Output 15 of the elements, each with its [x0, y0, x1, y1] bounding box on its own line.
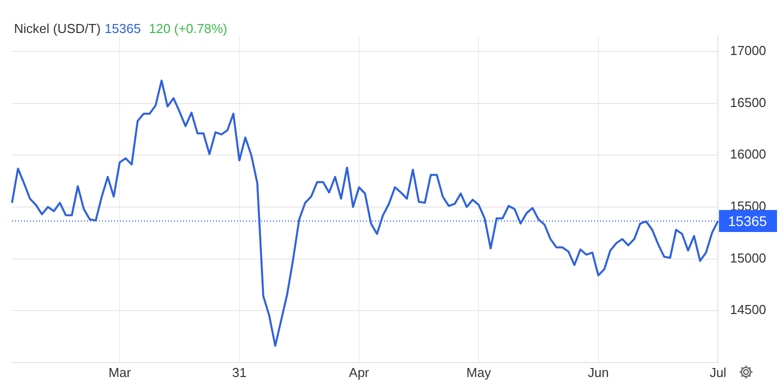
text: 15365: [104, 21, 141, 36]
y-tick-label: 16500: [730, 94, 766, 110]
x-tick-label: Jul: [710, 364, 726, 380]
y-tick-label: 17000: [730, 43, 766, 58]
x-tick-label: May: [466, 364, 492, 380]
x-tick-label: Jun: [588, 364, 609, 380]
x-tick-label: Apr: [348, 364, 370, 380]
ref-line-label: 15365: [728, 212, 768, 229]
y-tick-label: 15000: [730, 250, 766, 266]
y-tick-label: 16000: [730, 146, 766, 162]
text: 120 (+0.78%): [148, 21, 228, 36]
chart-title: Nickel (USD/T): [14, 21, 101, 36]
y-tick-label: 14500: [730, 302, 766, 318]
x-tick-label: 31: [232, 364, 247, 380]
x-tick-label: Mar: [108, 364, 132, 380]
